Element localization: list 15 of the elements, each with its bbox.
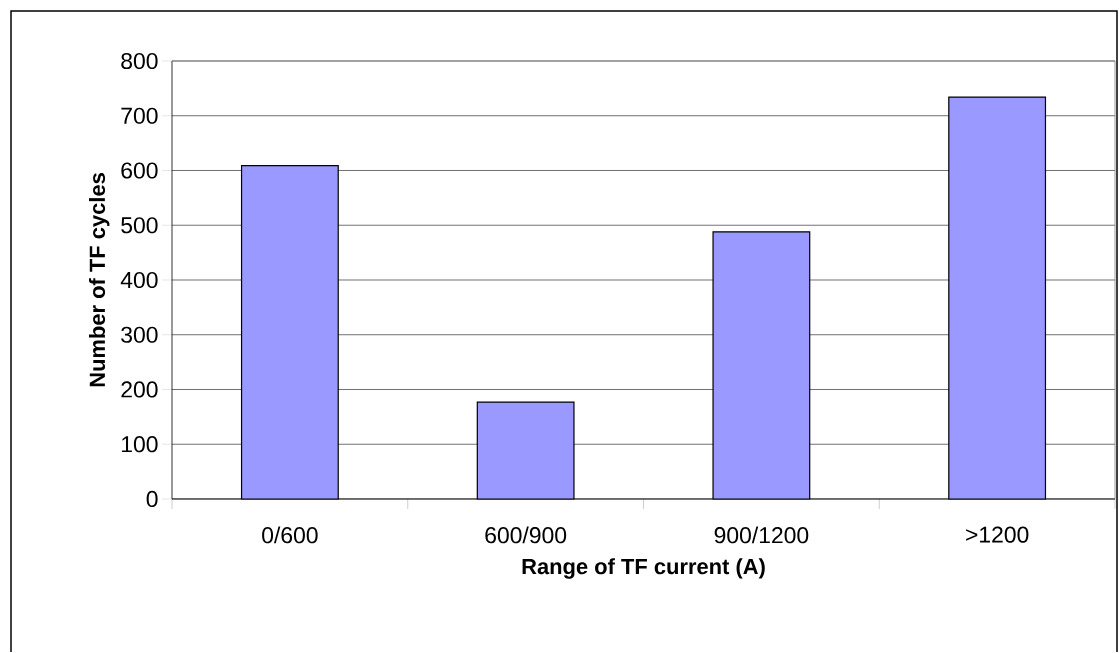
y-tick-label: 800 bbox=[121, 53, 158, 70]
x-tick-label: 900/1200 bbox=[714, 526, 809, 544]
y-tick-label: 200 bbox=[121, 381, 158, 398]
y-tick-label: 300 bbox=[121, 326, 158, 343]
y-tick-label: 500 bbox=[121, 217, 158, 234]
x-tick-label: 0/600 bbox=[262, 526, 318, 544]
y-tick-label: 0 bbox=[146, 491, 158, 508]
x-tick-label: >1200 bbox=[966, 526, 1029, 543]
x-tick-label: 600/900 bbox=[485, 526, 567, 544]
x-axis-title: Range of TF current (A) bbox=[522, 558, 765, 579]
y-tick-label: 400 bbox=[120, 272, 158, 289]
y-tick-label: 600 bbox=[121, 162, 158, 179]
y-axis-title: Number of TF cycles bbox=[88, 173, 110, 387]
y-tick-label: 700 bbox=[121, 107, 158, 124]
y-tick-label: 100 bbox=[122, 436, 158, 453]
